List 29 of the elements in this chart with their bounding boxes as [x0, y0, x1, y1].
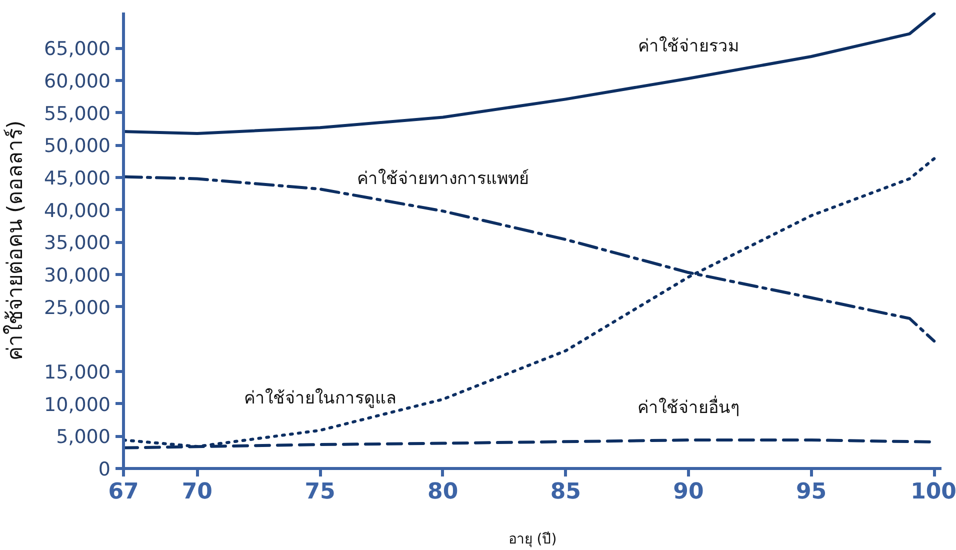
y-tick-label: 5,000: [56, 426, 111, 448]
y-tick-label: 50,000: [44, 135, 111, 158]
x-tick-label: 100: [910, 480, 956, 504]
y-tick-label: 0: [98, 458, 111, 480]
annotation: ค่าใช้จ่ายรวม: [638, 35, 739, 56]
y-tick-label: 35,000: [44, 232, 111, 254]
y-tick-label: 40,000: [44, 200, 111, 222]
y-tick-label: 25,000: [44, 296, 111, 319]
x-tick-label: 85: [550, 480, 581, 504]
x-tick-label: 67: [108, 480, 139, 504]
y-tick-label: 55,000: [44, 102, 111, 125]
line-series: [124, 157, 936, 448]
y-tick-label: 30,000: [44, 264, 111, 286]
y-tick-label: 15,000: [44, 361, 111, 384]
x-tick-label: 70: [182, 480, 213, 504]
y-tick-label: 65,000: [44, 38, 111, 60]
annotation: ค่าใช้จ่ายอื่นๆ: [637, 395, 740, 418]
y-tick-label: 10,000: [44, 394, 111, 416]
annotation: ค่าใช้จ่ายในการดูแล: [244, 387, 396, 408]
y-tick-label: 60,000: [44, 70, 111, 92]
y-axis-title: ค่าใช้จ่ายต่อคน (ดอลลาร์): [3, 120, 28, 361]
x-tick-label: 75: [304, 480, 336, 504]
x-axis-title: อายุ (ปี): [508, 532, 557, 548]
line-series: [124, 12, 936, 135]
x-tick-label: 80: [428, 480, 458, 504]
x-tick-label: 95: [796, 480, 827, 504]
annotation: ค่าใช้จ่ายทางการแพทย์: [356, 168, 529, 190]
x-tick-label: 90: [673, 480, 704, 504]
y-tick-label: 45,000: [44, 167, 111, 190]
